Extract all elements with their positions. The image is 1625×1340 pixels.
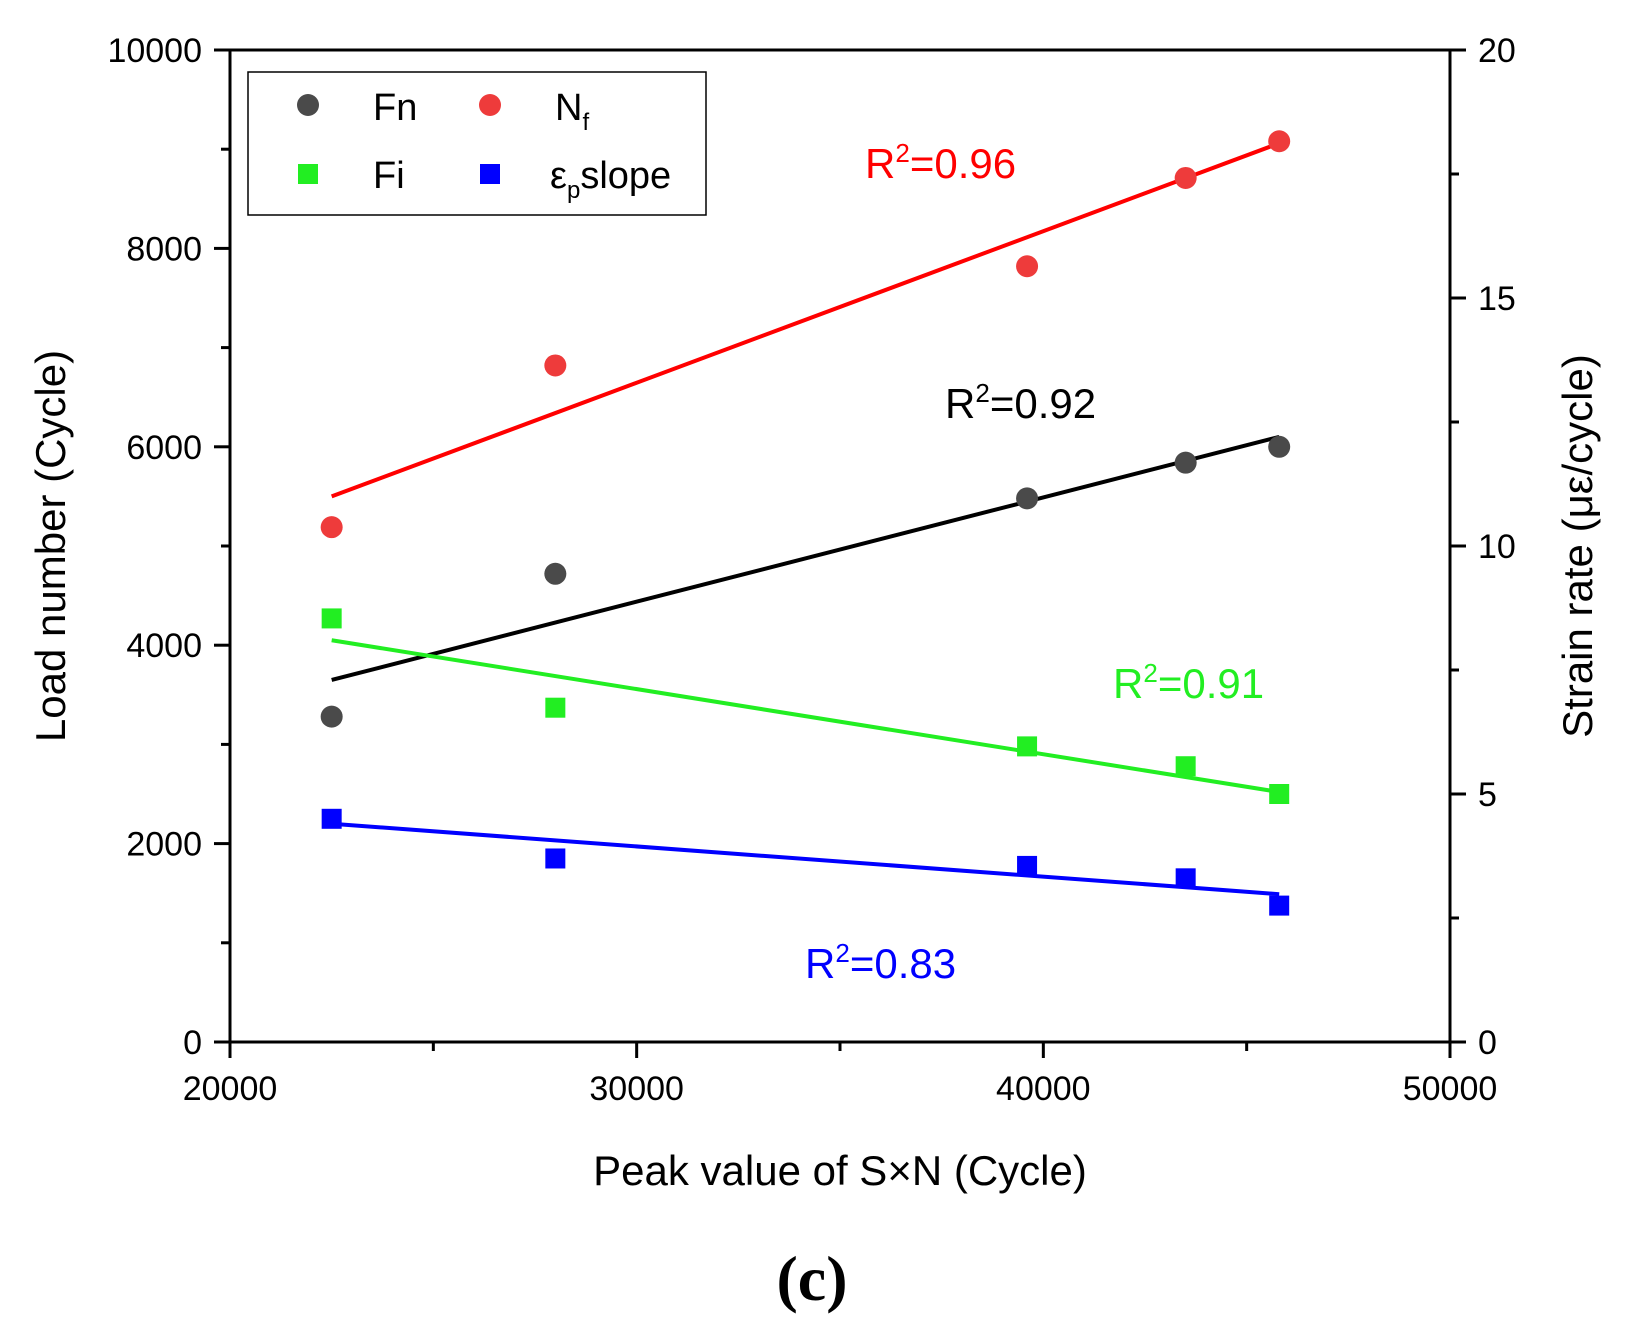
point-series-3 (545, 848, 566, 869)
legend-box (247, 71, 707, 216)
legend-label-fi: Fi (373, 155, 405, 197)
r2-nf-base: R (865, 140, 895, 187)
x-tick-label: 50000 (1403, 1070, 1498, 1108)
y2-axis-title: Strain rate (με/cycle) (1554, 354, 1601, 738)
legend: Fn Nf Fi εpslope (247, 71, 707, 216)
point-series-0 (1268, 435, 1291, 458)
r2-nf-rest: =0.96 (910, 140, 1016, 187)
data-points (320, 130, 1291, 916)
r2-fn-sup: 2 (975, 378, 989, 408)
point-series-2 (321, 608, 342, 629)
point-series-2 (1017, 736, 1038, 757)
fit-line-series-0 (331, 434, 1280, 682)
r2-fi-sup: 2 (1143, 658, 1157, 688)
r2-nf-sup: 2 (895, 138, 909, 168)
legend-label-fn: Fn (373, 87, 417, 129)
point-series-0 (1174, 451, 1197, 474)
r2-ep-sup: 2 (835, 938, 849, 968)
y2-tick-label: 10 (1478, 528, 1516, 566)
legend-marker-nf (479, 94, 501, 116)
y2-tick-label: 5 (1478, 776, 1497, 814)
legend-ep-main: ε (550, 155, 567, 197)
y2-tick-label: 0 (1478, 1024, 1497, 1062)
point-series-1 (544, 354, 567, 377)
point-series-3 (1175, 868, 1196, 889)
legend-marker-fi (298, 164, 318, 184)
point-series-2 (545, 697, 566, 718)
r2-ep-base: R (805, 940, 835, 987)
y-tick-label: 2000 (126, 826, 202, 864)
r2-fi-rest: =0.91 (1158, 660, 1264, 707)
x-tick-label: 30000 (589, 1070, 684, 1108)
r2-fi-base: R (1113, 660, 1143, 707)
fit-line-series-3 (331, 821, 1280, 897)
y-tick-label: 8000 (126, 230, 202, 268)
point-series-2 (1175, 756, 1196, 777)
fit-line-series-2 (331, 638, 1280, 794)
r2-label-ep: R2=0.83 (805, 938, 956, 987)
point-series-2 (1269, 784, 1290, 804)
fit-lines (330, 141, 1280, 897)
y-tick-label: 10000 (107, 32, 202, 70)
legend-label-nf: Nf (555, 87, 589, 136)
x-axis-title: Peak value of S×N (Cycle) (593, 1147, 1087, 1194)
r2-label-fn: R2=0.92 (945, 378, 1096, 427)
fit-line-series-1 (330, 141, 1280, 499)
r2-label-fi: R2=0.91 (1113, 658, 1264, 707)
legend-ep-rest: slope (580, 155, 671, 197)
r2-fn-base: R (945, 380, 975, 427)
y2-tick-label: 20 (1478, 32, 1516, 70)
y2-tick-label: 15 (1478, 280, 1516, 318)
point-series-3 (1017, 855, 1038, 876)
point-series-0 (1016, 487, 1039, 510)
legend-nf-sub: f (582, 109, 589, 136)
r2-fn-rest: =0.92 (990, 380, 1096, 427)
y-tick-label: 6000 (126, 429, 202, 467)
y-axis-title: Load number (Cycle) (27, 350, 74, 742)
point-series-0 (320, 705, 343, 728)
x-tick-label: 40000 (996, 1070, 1091, 1108)
legend-marker-ep (480, 164, 500, 184)
legend-label-ep: εpslope (550, 155, 671, 204)
panel-label: (c) (776, 1243, 847, 1314)
y-tick-label: 0 (183, 1024, 202, 1062)
y-tick-label: 4000 (126, 627, 202, 665)
r2-label-nf: R2=0.96 (865, 138, 1016, 187)
point-series-1 (1016, 255, 1039, 278)
point-series-3 (1269, 895, 1290, 916)
point-series-0 (544, 562, 567, 585)
x-tick-label: 20000 (183, 1070, 278, 1108)
point-series-1 (1174, 166, 1197, 189)
r2-ep-rest: =0.83 (850, 940, 956, 987)
ticks: 20000 30000 40000 5000002000400060008000100… (107, 32, 1515, 1108)
legend-ep-sub: p (567, 177, 580, 204)
legend-marker-fn (297, 94, 319, 116)
point-series-3 (321, 808, 342, 829)
point-series-1 (320, 516, 343, 539)
point-series-1 (1268, 130, 1291, 153)
legend-nf-main: N (555, 87, 582, 129)
